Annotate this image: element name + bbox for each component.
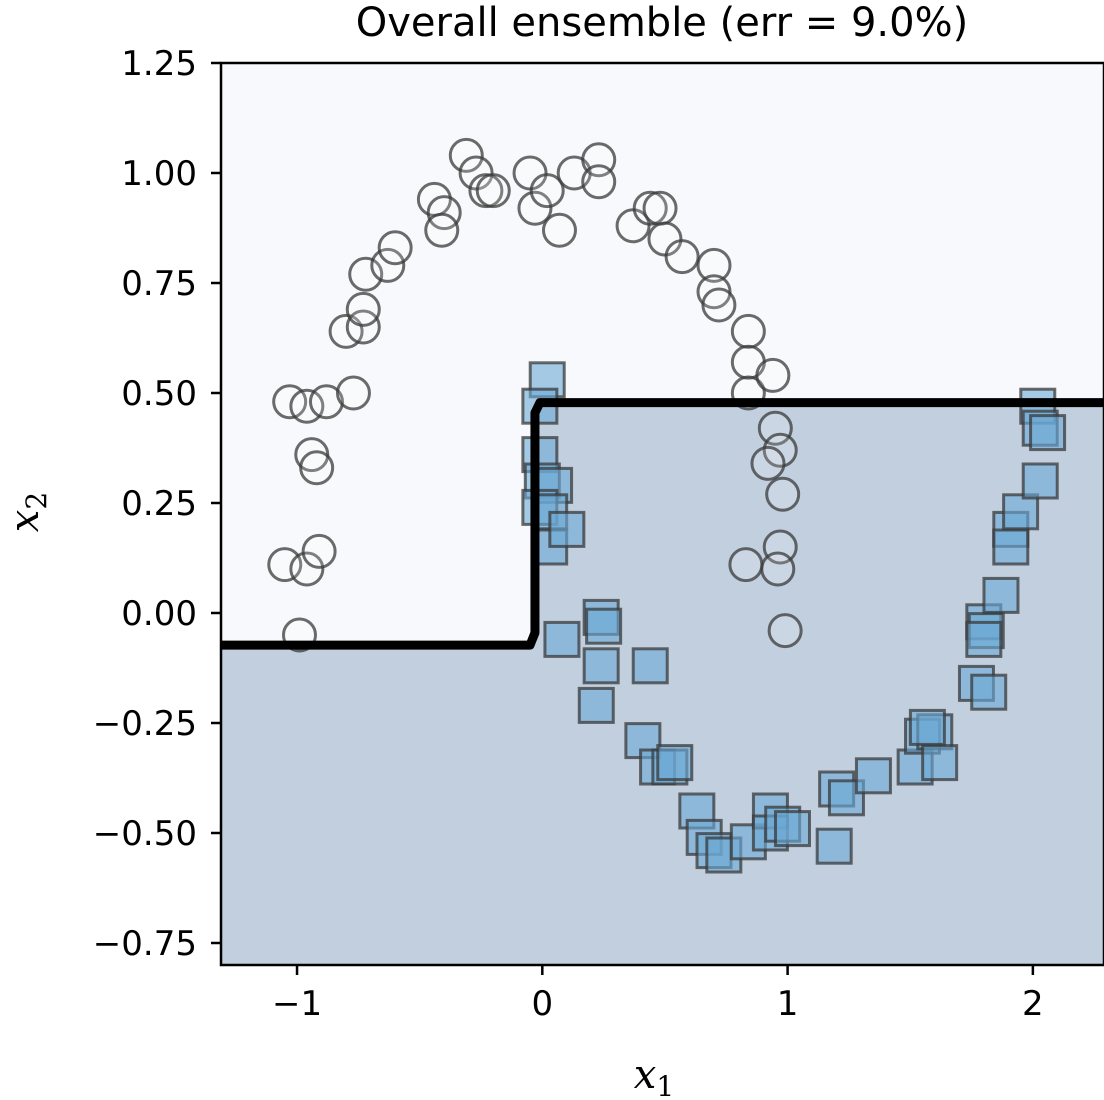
circle-point — [267, 547, 303, 583]
circle-point — [632, 190, 668, 226]
circle-point — [345, 309, 381, 345]
circle-point — [370, 247, 406, 283]
circle-point — [348, 256, 384, 292]
axis-ticks: −1 0 1 2 1.25 1.00 0.75 0.50 0.25 0.00 −0.25 −0.50 −… — [93, 44, 1044, 1024]
square-point — [656, 744, 694, 782]
circle-point — [335, 375, 371, 411]
y-tick-label: 0.50 — [121, 374, 197, 414]
circle-point — [301, 533, 337, 569]
x-tick-label: 1 — [777, 984, 799, 1024]
circle-point — [757, 410, 793, 446]
square-point — [1021, 462, 1059, 500]
y-tick-label: 0.75 — [121, 264, 197, 304]
circle-point — [299, 450, 335, 486]
square-point — [815, 827, 853, 865]
circle-point — [755, 357, 791, 393]
square-point — [582, 647, 620, 685]
circle-point — [760, 551, 796, 587]
chart-title: Overall ensemble (err = 9.0%) — [356, 0, 968, 46]
square-point — [631, 647, 669, 685]
square-point — [773, 810, 811, 848]
circle-point — [475, 173, 511, 209]
circle-point — [529, 173, 565, 209]
circle-point — [701, 287, 737, 323]
circle-point — [541, 212, 577, 248]
circle-point — [642, 190, 678, 226]
circle-point — [767, 613, 803, 649]
circle-point — [308, 384, 344, 420]
x-tick-label: 2 — [1022, 984, 1044, 1024]
y-tick-label: −0.50 — [93, 814, 197, 854]
circle-point — [426, 195, 462, 231]
y-tick-label: −0.75 — [93, 924, 197, 964]
y-axis-label-main: x — [2, 510, 48, 533]
square-point — [854, 757, 892, 795]
circle-point — [289, 551, 325, 587]
y-tick-label: 0.00 — [121, 594, 197, 634]
circle-point — [424, 212, 460, 248]
circle-point — [765, 476, 801, 512]
y-tick-label: 1.25 — [121, 44, 197, 84]
decision-boundary-line — [221, 398, 1104, 650]
square-point — [585, 607, 623, 645]
circle-point — [581, 164, 617, 200]
x-axis-label: x1 — [634, 1052, 674, 1100]
square-point — [970, 673, 1008, 711]
axes-frame — [219, 61, 1104, 967]
circle-point — [517, 190, 553, 226]
x-tick-label: 0 — [531, 984, 553, 1024]
series-square-group — [521, 361, 1067, 874]
square-point — [543, 620, 581, 658]
square-point — [1029, 414, 1067, 452]
square-point — [921, 744, 959, 782]
circle-point — [345, 291, 381, 327]
square-point — [548, 510, 586, 548]
y-tick-label: 0.25 — [121, 484, 197, 524]
circle-point — [377, 230, 413, 266]
square-point — [1002, 493, 1040, 531]
y-axis-label-subscript: 2 — [20, 492, 53, 510]
y-tick-label: 1.00 — [121, 154, 197, 194]
square-point — [908, 708, 946, 746]
series-circle-group — [267, 137, 803, 653]
x-tick-label: −1 — [272, 984, 322, 1024]
y-tick-label: −0.25 — [93, 704, 197, 744]
plot-area — [219, 61, 1104, 967]
circle-point — [728, 547, 764, 583]
circle-point — [762, 432, 798, 468]
square-point — [965, 620, 1003, 658]
x-axis-label-main: x — [634, 1052, 657, 1098]
circle-point — [750, 445, 786, 481]
circle-point — [448, 137, 484, 173]
square-point — [992, 528, 1030, 566]
circle-point — [730, 313, 766, 349]
y-axis-label: x2 — [2, 492, 53, 532]
x-axis-label-subscript: 1 — [656, 1070, 674, 1100]
circle-point — [696, 247, 732, 283]
square-point — [982, 576, 1020, 614]
square-point — [577, 686, 615, 724]
circle-point — [664, 239, 700, 275]
